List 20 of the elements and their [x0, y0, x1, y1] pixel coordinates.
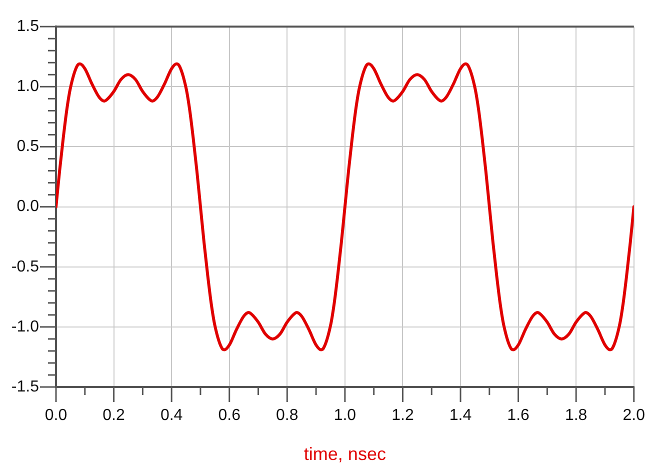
x-tick-label: 0.8: [276, 407, 298, 424]
y-tick-label: -1.5: [11, 378, 40, 396]
y-tick-label: 0.5: [16, 138, 40, 156]
x-tick-label: 1.8: [564, 407, 588, 424]
x-tick-label: 1.4: [449, 407, 472, 424]
line-series: [56, 62, 634, 352]
y-tick-label: 0.0: [16, 198, 40, 216]
x-tick-label: 1.0: [334, 407, 356, 424]
x-tick-label: 1.2: [392, 407, 414, 424]
x-tick-label: 0.0: [44, 407, 68, 424]
y-tick-label: -0.5: [11, 258, 40, 276]
y-tick-label: 1.5: [16, 18, 40, 36]
x-tick-label: 1.6: [507, 407, 530, 424]
y-tick-label: 1.0: [16, 78, 40, 96]
x-tick-label: 2.0: [622, 407, 646, 424]
x-tick-label: 0.6: [218, 407, 241, 424]
x-tick-label: 0.2: [102, 407, 126, 424]
x-tick-label: 0.4: [160, 407, 183, 424]
x-axis-title: time, nsec: [304, 444, 386, 464]
y-tick-label: -1.0: [11, 318, 40, 336]
